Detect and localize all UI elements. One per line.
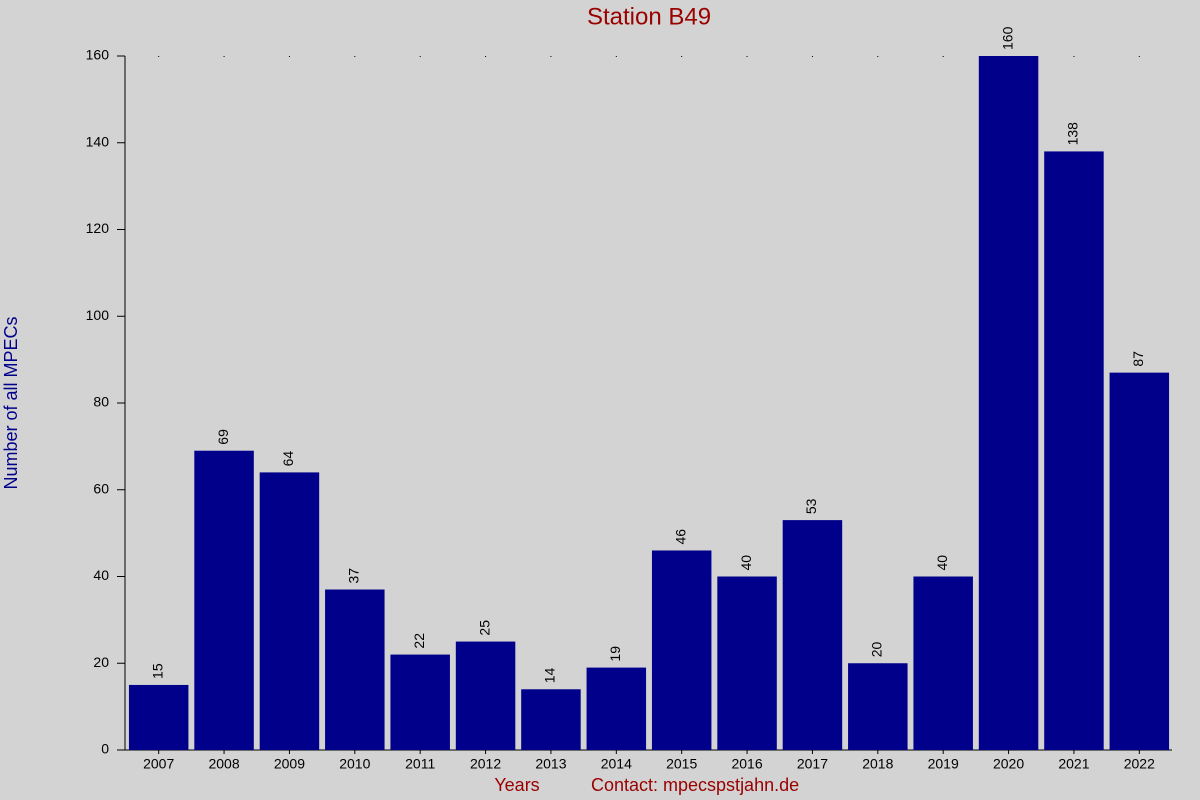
data-label: 37 — [346, 568, 362, 584]
x-tick-label: 2014 — [601, 756, 632, 772]
bar — [848, 663, 908, 750]
x-tick-label: 2013 — [535, 756, 566, 772]
data-label: 19 — [607, 646, 623, 662]
data-label: 20 — [869, 641, 885, 657]
bar — [978, 56, 1039, 750]
data-label: 40 — [738, 555, 754, 571]
bar — [1044, 151, 1104, 751]
x-tick-label: 2007 — [143, 756, 174, 772]
x-tick-label: 2022 — [1124, 756, 1155, 772]
data-label: 64 — [280, 451, 296, 467]
bar — [194, 450, 254, 750]
bar — [128, 684, 189, 750]
chart-title: Station B49 — [587, 3, 711, 30]
bar — [455, 641, 516, 750]
y-tick-label: 40 — [93, 567, 109, 583]
x-tick-label: 2021 — [1058, 756, 1089, 772]
bar — [390, 654, 450, 750]
y-tick-label: 20 — [93, 654, 109, 670]
y-tick-label: 160 — [86, 47, 110, 63]
bar — [717, 576, 777, 750]
data-label: 160 — [999, 26, 1015, 50]
x-tick-label: 2011 — [405, 756, 435, 772]
x-tick-label: 2019 — [928, 756, 959, 772]
data-label: 14 — [542, 667, 558, 683]
bar — [651, 550, 712, 750]
y-tick-label: 100 — [86, 307, 110, 323]
y-axis-label: Number of all MPECs — [1, 316, 21, 489]
x-tick-label: 2017 — [797, 756, 828, 772]
y-tick-label: 120 — [86, 220, 110, 236]
data-label: 69 — [215, 429, 231, 445]
y-tick-label: 140 — [86, 133, 110, 149]
data-label: 53 — [803, 498, 819, 514]
bar — [259, 472, 320, 750]
x-tick-label: 2020 — [993, 756, 1024, 772]
bar — [913, 576, 973, 750]
x-tick-label: 2008 — [208, 756, 239, 772]
bar — [1109, 372, 1170, 750]
x-tick-label: 2010 — [339, 756, 370, 772]
bar — [782, 520, 843, 750]
x-tick-label: 2012 — [470, 756, 501, 772]
data-label: 22 — [411, 633, 427, 649]
bar — [521, 689, 581, 750]
data-label: 46 — [672, 529, 688, 545]
x-tick-label: 2018 — [862, 756, 893, 772]
y-tick-label: 80 — [93, 394, 109, 410]
y-tick-label: 60 — [93, 480, 109, 496]
data-label: 40 — [934, 555, 950, 571]
data-label: 87 — [1130, 351, 1146, 367]
x-tick-label: 2016 — [731, 756, 762, 772]
data-label: 15 — [149, 663, 165, 679]
y-tick-label: 0 — [101, 741, 109, 757]
x-tick-label: 2009 — [274, 756, 305, 772]
x-axis-label: Years — [494, 775, 539, 795]
x-tick-label: 2015 — [666, 756, 697, 772]
bar — [325, 589, 385, 750]
contact: Contact: mpecspstjahn.de — [591, 775, 799, 795]
data-label: 138 — [1065, 122, 1081, 146]
data-label: 25 — [476, 620, 492, 636]
bar — [586, 667, 647, 750]
